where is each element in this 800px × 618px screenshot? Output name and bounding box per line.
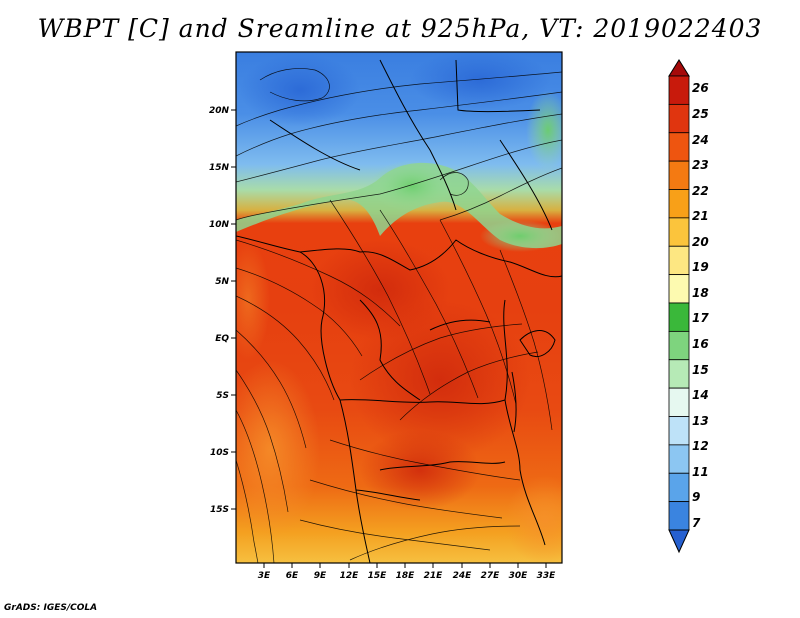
colorbar-top-arrow — [668, 59, 690, 77]
colorbar-swatch — [668, 444, 690, 474]
colorbar-label: 23 — [692, 158, 709, 172]
lat-label: 10N — [209, 220, 230, 230]
colorbar-label: 15 — [692, 363, 709, 377]
colorbar-label: 24 — [692, 133, 709, 147]
colorbar-label: 9 — [692, 490, 700, 504]
lon-label: 12E — [340, 571, 360, 581]
streamlines — [236, 68, 562, 563]
colorbar-bottom-arrow — [668, 529, 690, 554]
colorbar-label: 16 — [692, 337, 709, 351]
lat-label: 15S — [210, 505, 229, 515]
colorbar-label: 22 — [692, 184, 709, 198]
colorbar-swatch — [668, 75, 690, 105]
colorbar-label: 20 — [692, 235, 709, 249]
lon-label: 15E — [368, 571, 388, 581]
colorbar-swatch — [668, 132, 690, 162]
colorbar-swatch — [668, 217, 690, 247]
lon-label: 9E — [314, 571, 327, 581]
chart-title: WBPT [C] and Sreamline at 925hPa, VT: 20… — [37, 14, 763, 43]
lat-label: 5N — [215, 277, 229, 287]
lat-label: 10S — [210, 448, 229, 458]
lon-label: 27E — [481, 571, 501, 581]
colorbar-label: 18 — [692, 286, 709, 300]
wbpt-field — [236, 52, 562, 563]
colorbar-label: 26 — [692, 81, 709, 95]
lon-label: 24E — [453, 571, 473, 581]
colorbar: 26 25 24 23 22 21 20 19 18 17 16 15 14 1… — [668, 59, 709, 554]
colorbar-label: 19 — [692, 260, 709, 274]
colorbar-label: 13 — [692, 414, 709, 428]
lat-label: 5S — [216, 391, 229, 401]
colorbar-swatch — [668, 472, 690, 503]
colorbar-swatch — [668, 501, 690, 531]
colorbar-label: 25 — [692, 107, 709, 121]
colorbar-swatch — [668, 387, 690, 417]
colorbar-label: 17 — [692, 311, 709, 325]
colorbar-swatch — [668, 103, 690, 134]
grads-credit: GrADS: IGES/COLA — [4, 603, 98, 613]
colorbar-label: 11 — [692, 465, 709, 479]
colorbar-label: 7 — [692, 516, 701, 530]
lon-label: 21E — [424, 571, 444, 581]
colorbar-swatch — [668, 330, 690, 361]
lat-label: 20N — [209, 106, 230, 116]
colorbar-swatch — [668, 359, 690, 389]
coastlines — [236, 59, 562, 563]
colorbar-swatch — [668, 245, 690, 276]
colorbar-label: 21 — [692, 209, 709, 223]
lon-label: 18E — [396, 571, 416, 581]
lon-label: 6E — [286, 571, 299, 581]
lon-label: 33E — [537, 571, 557, 581]
colorbar-label: 14 — [692, 388, 709, 402]
colorbar-swatch — [668, 274, 690, 304]
lat-label: 15N — [209, 163, 230, 173]
colorbar-label: 12 — [692, 439, 709, 453]
lat-axis: 20N 15N 10N 5N EQ 5S 10S 15S — [209, 106, 236, 515]
map-frame — [235, 51, 563, 564]
lon-axis: 3E 6E 9E 12E 15E 18E 21E 24E 27E 30E 33E — [258, 563, 556, 581]
colorbar-swatch — [668, 416, 690, 446]
colorbar-swatch — [668, 189, 690, 219]
colorbar-swatch — [668, 302, 690, 332]
lon-label: 30E — [509, 571, 529, 581]
colorbar-swatch — [668, 160, 690, 190]
lon-label: 3E — [258, 571, 271, 581]
lat-label: EQ — [215, 334, 229, 344]
